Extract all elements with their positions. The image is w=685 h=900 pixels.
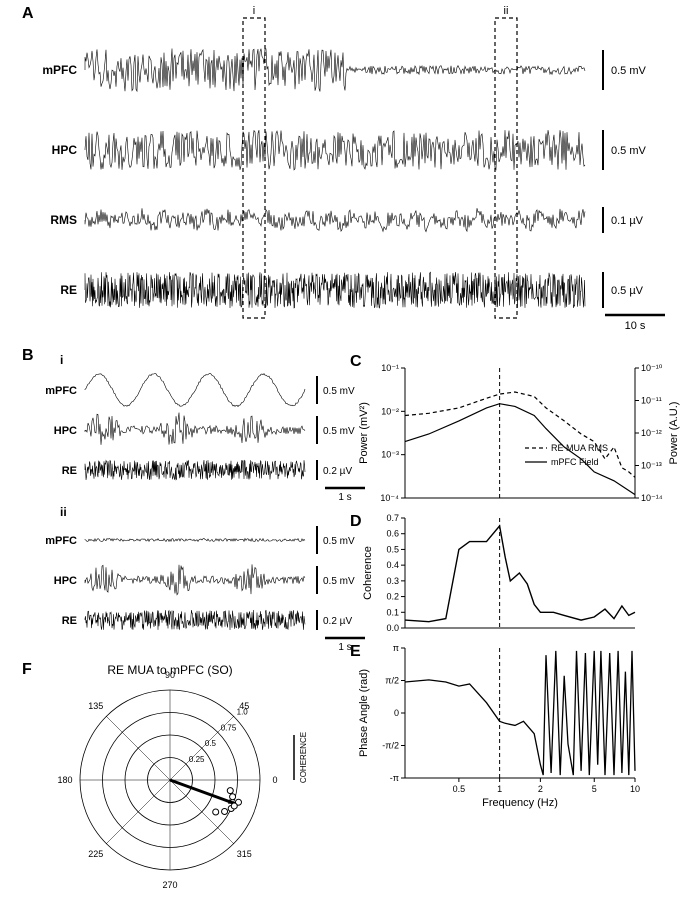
- svg-text:Power (A.U.): Power (A.U.): [668, 402, 680, 465]
- svg-text:10⁻¹²: 10⁻¹²: [641, 428, 662, 438]
- svg-text:RE MUA RMS: RE MUA RMS: [551, 443, 608, 453]
- svg-text:225: 225: [88, 849, 103, 859]
- svg-text:1 s: 1 s: [338, 492, 351, 503]
- svg-text:135: 135: [88, 701, 103, 711]
- svg-text:Power (mV²): Power (mV²): [358, 402, 370, 464]
- svg-text:10⁻¹⁰: 10⁻¹⁰: [641, 363, 663, 373]
- svg-text:0.0: 0.0: [386, 623, 399, 633]
- svg-text:0.5 mV: 0.5 mV: [323, 426, 355, 437]
- svg-text:0.5 mV: 0.5 mV: [611, 145, 647, 157]
- panel-e-plot: π π/2 0 -π/2 -π 0.5 1 2 5 10 Frequency (Hz) Phase A…: [358, 643, 640, 809]
- panel-f-polar: 0.250.50.751.004590135180225270315COHERE…: [57, 670, 308, 890]
- svg-text:10: 10: [630, 784, 640, 794]
- svg-text:Phase Angle (rad): Phase Angle (rad): [358, 669, 370, 757]
- svg-text:i: i: [253, 5, 255, 17]
- svg-text:ii: ii: [60, 505, 67, 519]
- svg-text:A: A: [22, 5, 34, 22]
- svg-text:0.5 mV: 0.5 mV: [323, 536, 355, 547]
- svg-text:-π: -π: [390, 773, 399, 783]
- svg-text:HPC: HPC: [54, 425, 77, 437]
- svg-text:45: 45: [239, 701, 249, 711]
- svg-text:E: E: [350, 643, 361, 660]
- svg-text:0.6: 0.6: [386, 529, 399, 539]
- svg-text:0.5 mV: 0.5 mV: [323, 576, 355, 587]
- svg-text:RE: RE: [62, 465, 77, 477]
- svg-text:10⁻²: 10⁻²: [381, 406, 399, 416]
- svg-text:10⁻¹¹: 10⁻¹¹: [641, 396, 662, 406]
- svg-text:90: 90: [165, 670, 175, 680]
- svg-text:HPC: HPC: [54, 575, 77, 587]
- panel-b-sub: mPFC0.5 mVHPC0.5 mVRE0.2 µV1 s: [45, 526, 365, 653]
- svg-text:180: 180: [57, 775, 72, 785]
- svg-text:mPFC: mPFC: [45, 535, 77, 547]
- svg-text:0: 0: [394, 708, 399, 718]
- svg-text:π/2: π/2: [385, 676, 399, 686]
- svg-text:i: i: [60, 353, 63, 367]
- svg-text:0.7: 0.7: [386, 513, 399, 523]
- panel-c-plot: 10⁻¹ 10⁻² 10⁻³ 10⁻⁴ 10⁻¹⁰ 10⁻¹¹ 10⁻¹² 10⁻¹³ 10⁻¹…: [358, 363, 680, 503]
- svg-text:0.4: 0.4: [386, 560, 399, 570]
- svg-text:0: 0: [272, 775, 277, 785]
- svg-text:5: 5: [592, 784, 597, 794]
- svg-text:0.5: 0.5: [453, 784, 466, 794]
- svg-text:10⁻¹³: 10⁻¹³: [641, 461, 662, 471]
- svg-text:RE: RE: [62, 615, 77, 627]
- svg-text:0.2: 0.2: [386, 592, 399, 602]
- svg-text:HPC: HPC: [52, 143, 78, 157]
- figure-root: AiiimPFC0.5 mVHPC0.5 mVRMS0.1 µVRE0.5 µV…: [0, 0, 685, 900]
- svg-text:π: π: [393, 643, 399, 653]
- svg-text:0.5 µV: 0.5 µV: [611, 285, 644, 297]
- svg-text:mPFC: mPFC: [45, 385, 77, 397]
- svg-text:0.5: 0.5: [386, 544, 399, 554]
- panel-a-plot: iiimPFC0.5 mVHPC0.5 mVRMS0.1 µVRE0.5 µV1…: [42, 5, 665, 332]
- svg-text:RE: RE: [60, 283, 77, 297]
- svg-text:270: 270: [162, 880, 177, 890]
- svg-text:D: D: [350, 513, 362, 530]
- svg-text:mPFC: mPFC: [42, 63, 77, 77]
- svg-text:10 s: 10 s: [625, 320, 646, 332]
- panel-d-plot: 0.0 0.1 0.2 0.3 0.4 0.5 0.6 0.7 Coherence: [362, 513, 635, 633]
- svg-text:0.5 mV: 0.5 mV: [611, 65, 647, 77]
- svg-text:0.1 µV: 0.1 µV: [611, 215, 644, 227]
- svg-text:RMS: RMS: [50, 213, 77, 227]
- svg-text:1: 1: [497, 784, 502, 794]
- svg-text:mPFC Field: mPFC Field: [551, 457, 599, 467]
- svg-text:10⁻¹: 10⁻¹: [381, 363, 399, 373]
- svg-text:0.2 µV: 0.2 µV: [323, 466, 352, 477]
- svg-text:-π/2: -π/2: [382, 741, 399, 751]
- svg-text:B: B: [22, 347, 34, 364]
- svg-text:F: F: [22, 661, 32, 678]
- svg-text:0.25: 0.25: [189, 755, 205, 764]
- svg-text:10⁻¹⁴: 10⁻¹⁴: [641, 493, 663, 503]
- svg-text:0.75: 0.75: [221, 723, 237, 732]
- panel-b-sub: mPFC 0.5 mV HPC 0.5 mV RE 0.2 µV 1 s: [45, 373, 365, 503]
- svg-text:0.5 mV: 0.5 mV: [323, 386, 355, 397]
- svg-text:C: C: [350, 353, 362, 370]
- svg-text:ii: ii: [504, 5, 509, 17]
- svg-text:Frequency (Hz): Frequency (Hz): [482, 797, 558, 809]
- svg-text:10⁻⁴: 10⁻⁴: [380, 493, 399, 503]
- svg-text:0.2 µV: 0.2 µV: [323, 616, 352, 627]
- svg-text:0.3: 0.3: [386, 576, 399, 586]
- svg-text:10⁻³: 10⁻³: [381, 450, 399, 460]
- svg-text:315: 315: [237, 849, 252, 859]
- svg-text:0.1: 0.1: [386, 607, 399, 617]
- svg-text:COHERENCE: COHERENCE: [299, 732, 308, 783]
- svg-text:2: 2: [538, 784, 543, 794]
- svg-text:Coherence: Coherence: [362, 546, 374, 600]
